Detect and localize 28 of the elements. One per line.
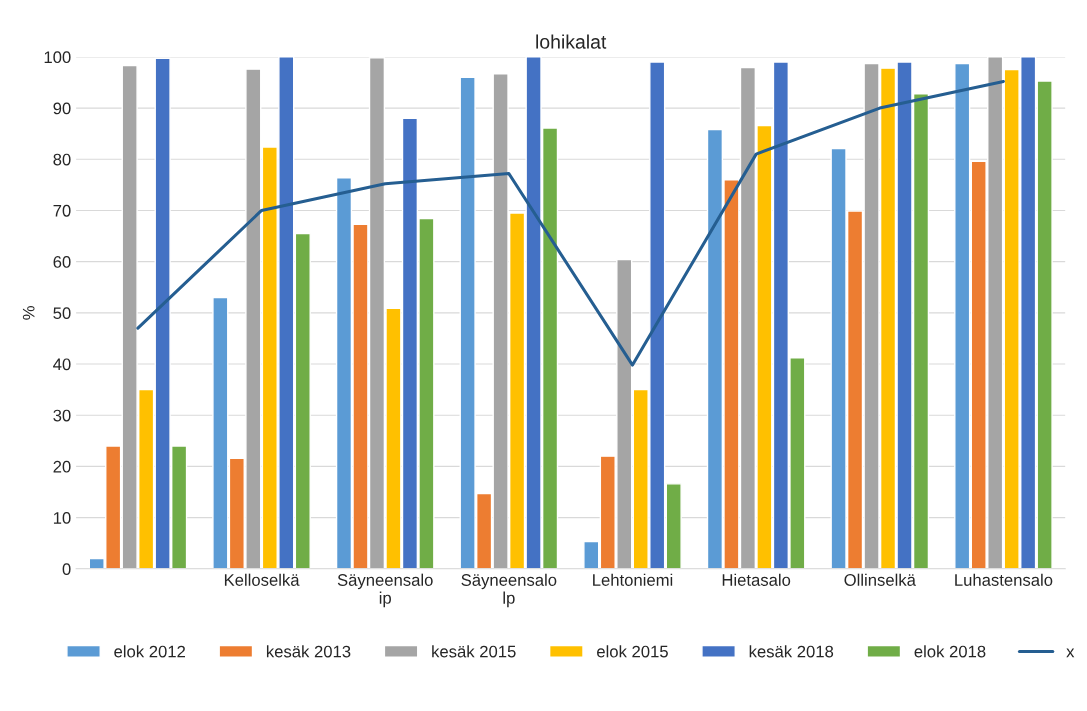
y-tick-label: 0 [62,563,71,575]
y-tick-label: 80 [53,153,71,166]
x-tick-label: Säyneensalo ip [337,573,433,608]
y-tick-label: 30 [53,409,71,422]
x-tick-label: Säyneensalo lp [461,573,557,608]
y-tick-label: 50 [53,307,71,320]
y-tick-label: 20 [53,460,71,473]
y-axis-title: % [22,306,35,320]
y-tick-label: 70 [53,204,71,217]
legend-label: x [1066,648,1075,658]
y-tick-label: 40 [53,358,71,371]
legend-label: kesäk 2018 [749,645,834,658]
y-tick-label: 10 [53,512,71,524]
line-series [136,79,1005,367]
x-tick-label: Kelloselkä [224,573,300,586]
x-tick-label: Lehtoniemi [593,573,673,586]
x-tick-label: Hietasalo [722,573,791,586]
x-tick-label: Luhastensalo [955,573,1053,586]
y-tick-label: 90 [53,102,71,115]
legend-label: elok 2015 [597,645,668,658]
y-tick-label: 60 [53,256,71,268]
y-tick-label: 100 [44,51,71,64]
chart-title: lohikalat [536,34,607,49]
legend-label: elok 2012 [114,645,186,658]
legend-label: kesäk 2015 [432,645,516,658]
x-tick-label: Ollinselkä [844,573,916,586]
legend-label: elok 2018 [914,645,986,658]
legend-label: kesäk 2013 [266,645,351,658]
